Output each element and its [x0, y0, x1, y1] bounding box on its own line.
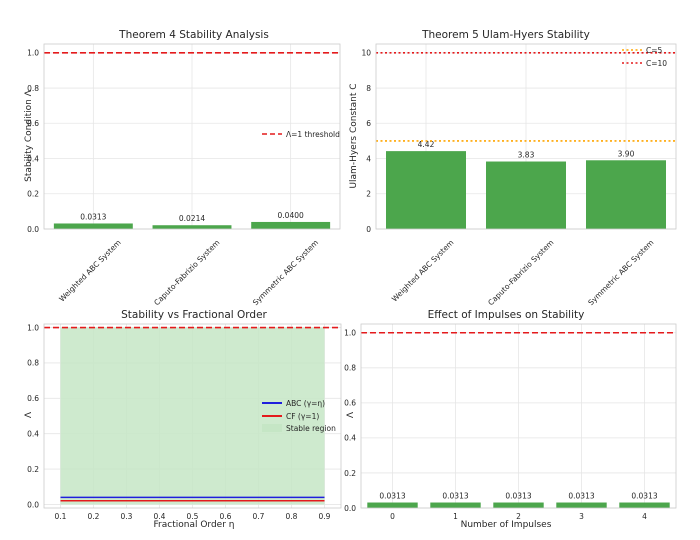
y-tick-label: 0.2: [27, 190, 39, 199]
x-tick-label: 2: [516, 512, 521, 521]
y-tick-label: 0.0: [27, 500, 39, 509]
bar-value-label: 0.0313: [568, 492, 594, 501]
y-tick-label: 0.6: [344, 399, 356, 408]
legend-label-region: Stable region: [286, 424, 336, 433]
x-axis-label-4: Number of Impulses: [461, 520, 552, 530]
bar-value-label: 0.0313: [505, 492, 531, 501]
y-axis-label-2: Ulam-Hyers Constant C: [349, 83, 359, 188]
panel-ulam-hyers: Theorem 5 Ulam-Hyers Stability Ulam-Hyer…: [349, 29, 677, 307]
x-tick-label: Symmetric ABC System: [586, 238, 655, 307]
chart-title-3: Stability vs Fractional Order: [121, 309, 267, 321]
y-tick-label: 0.6: [27, 119, 39, 128]
x-tick-label: 0.1: [55, 512, 67, 521]
x-tick-label: Weighted ABC System: [390, 238, 455, 303]
x-tick-label: 4: [642, 512, 647, 521]
x-tick-label: Caputo-Fabrizio System: [486, 238, 555, 307]
bar-0: [386, 151, 466, 229]
y-tick-label: 4: [366, 154, 371, 163]
plot-frame: [375, 43, 677, 230]
bar-1: [152, 225, 232, 229]
x-tick-label: 0.5: [187, 512, 199, 521]
x-tick-label: 0.4: [154, 512, 166, 521]
bar-0: [367, 502, 418, 508]
panel-stability-analysis: Theorem 4 Stability Analysis Stability C…: [24, 29, 341, 307]
y-axis-label-3: Λ: [24, 411, 34, 418]
legend-label-series-1: CF (γ=1): [286, 412, 319, 421]
y-tick-label: 0.4: [344, 434, 356, 443]
bar-0: [53, 223, 133, 229]
legend-label-0: C=5: [646, 46, 663, 55]
x-tick-label: 0.3: [121, 512, 133, 521]
bar-value-label: 0.0313: [631, 492, 657, 501]
x-tick-label: 3: [579, 512, 584, 521]
y-tick-label: 0.8: [27, 84, 39, 93]
legend-label-1: C=10: [646, 59, 667, 68]
y-tick-label: 6: [366, 119, 371, 128]
x-tick-label: Symmetric ABC System: [251, 238, 320, 307]
bar-2: [586, 160, 666, 229]
chart-title-2: Theorem 5 Ulam-Hyers Stability: [421, 29, 590, 41]
panel-impulses: Effect of Impulses on Stability Λ Number…: [344, 309, 677, 530]
bar-value-label: 0.0313: [379, 492, 405, 501]
panel-fractional-order: Stability vs Fractional Order Λ Fraction…: [24, 309, 342, 530]
legend-label-series-0: ABC (γ=η): [286, 399, 325, 408]
x-tick-label: 1: [453, 512, 458, 521]
y-tick-label: 0.0: [344, 504, 356, 513]
y-tick-label: 1.0: [27, 49, 39, 58]
y-tick-label: 2: [366, 190, 371, 199]
bar-value-label: 0.0313: [442, 492, 468, 501]
x-tick-label: 0.7: [253, 512, 265, 521]
y-tick-label: 0.2: [344, 469, 356, 478]
bar-1: [486, 161, 566, 229]
x-tick-label: 0.6: [220, 512, 232, 521]
y-tick-label: 0.6: [27, 394, 39, 403]
y-tick-label: 0.8: [27, 359, 39, 368]
legend-label-threshold: Λ=1 threshold: [286, 130, 340, 139]
y-tick-label: 0.4: [27, 154, 39, 163]
plot-frame: [43, 43, 341, 230]
stable-region: [60, 327, 325, 505]
bar-2: [251, 221, 331, 229]
bar-value-label: 0.0400: [278, 211, 304, 220]
bar-4: [619, 502, 670, 508]
x-tick-label: 0.2: [88, 512, 100, 521]
bar-value-label: 3.83: [518, 151, 535, 160]
bar-value-label: 0.0313: [80, 212, 106, 221]
x-tick-label: 0.9: [319, 512, 331, 521]
y-tick-label: 0.0: [27, 225, 39, 234]
y-tick-label: 8: [366, 84, 371, 93]
y-tick-label: 0: [366, 225, 371, 234]
y-tick-label: 10: [361, 49, 371, 58]
x-tick-label: Caputo-Fabrizio System: [152, 238, 221, 307]
x-tick-label: 0.8: [286, 512, 298, 521]
bar-value-label: 3.90: [618, 149, 635, 158]
bar-3: [556, 502, 607, 508]
y-tick-label: 1.0: [27, 323, 39, 332]
y-axis-label-1: Stability Condition Λ: [24, 89, 34, 181]
x-tick-label: 0: [390, 512, 395, 521]
legend-swatch-region: [262, 424, 282, 432]
bar-value-label: 4.42: [418, 140, 435, 149]
y-axis-label-4: Λ: [346, 411, 356, 418]
y-tick-label: 0.4: [27, 429, 39, 438]
bar-1: [430, 502, 481, 508]
bar-value-label: 0.0214: [179, 214, 205, 223]
x-tick-label: Weighted ABC System: [57, 238, 122, 303]
x-axis-label-3: Fractional Order η: [154, 520, 235, 530]
plot-frame: [43, 323, 342, 509]
y-tick-label: 1.0: [344, 329, 356, 338]
chart-title-1: Theorem 4 Stability Analysis: [118, 29, 269, 41]
y-tick-label: 0.2: [27, 465, 39, 474]
y-tick-label: 0.8: [344, 364, 356, 373]
chart-title-4: Effect of Impulses on Stability: [428, 309, 585, 321]
plot-frame: [360, 323, 677, 509]
bar-2: [493, 502, 544, 508]
